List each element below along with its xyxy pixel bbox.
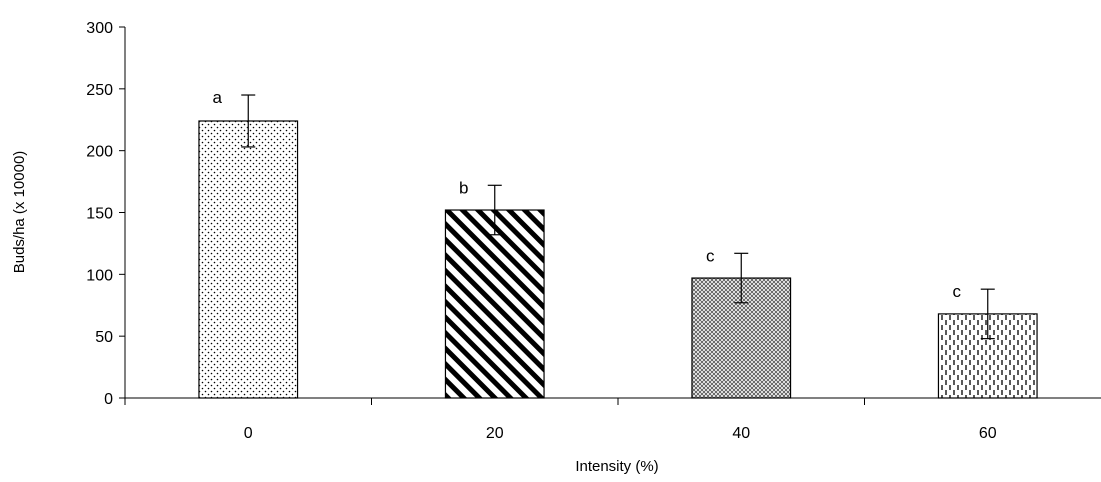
y-axis-title: Buds/ha (x 10000) [11,151,28,274]
x-axis-title: Intensity (%) [575,458,658,475]
bar-0 [198,120,299,399]
y-tick-label: 300 [86,20,113,37]
y-ticks: 0 50 100 150 200 250 300 [86,20,125,408]
x-ticks: 0 20 40 60 [124,398,997,442]
x-tick-label: 20 [486,425,504,442]
x-tick-label: 40 [732,425,750,442]
y-tick-label: 250 [86,82,113,99]
error-bars [241,94,995,340]
y-tick-label: 100 [86,267,113,284]
y-tick-label: 200 [86,144,113,161]
y-tick-label: 150 [86,206,113,223]
significance-label-40: c [706,246,715,265]
significance-label-60: c [953,282,962,301]
y-tick-label: 0 [104,391,113,408]
x-tick-label: 0 [244,425,253,442]
significance-label-0: a [213,88,223,107]
significance-label-20: b [459,178,468,197]
bars [198,120,1038,399]
x-tick-label: 60 [979,425,997,442]
bar-20 [444,209,545,399]
y-tick-label: 50 [95,329,113,346]
significance-labels: a b c c [213,88,962,301]
